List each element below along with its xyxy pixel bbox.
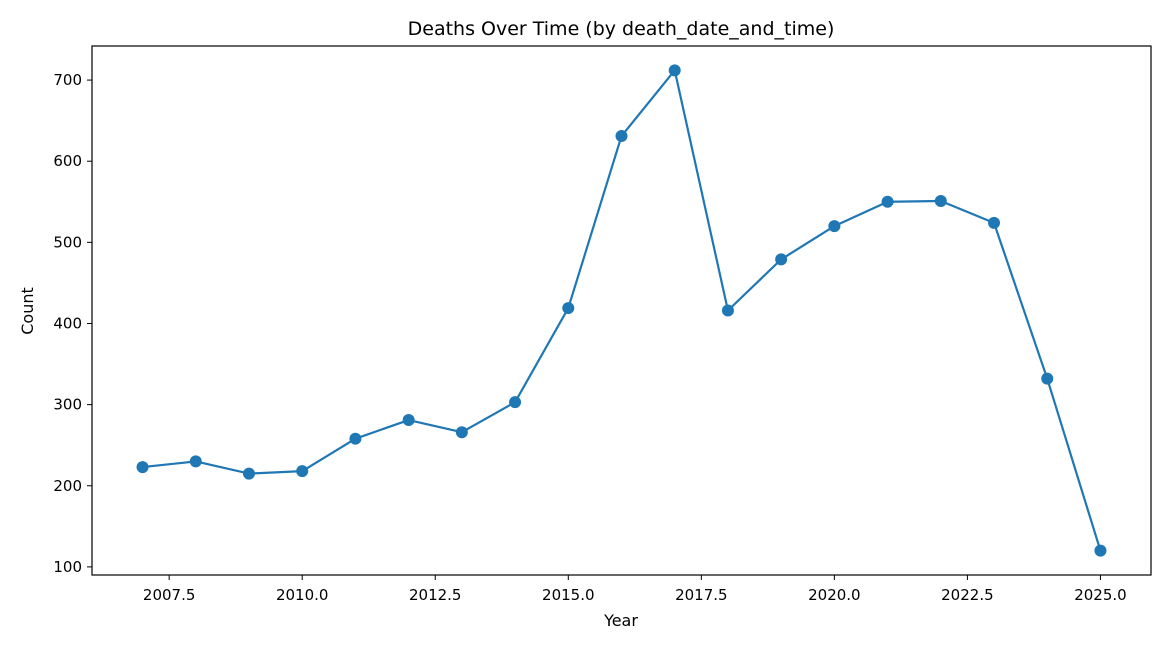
data-point [509,396,522,409]
x-tick-label: 2007.5 [143,586,196,604]
data-point [615,130,628,143]
data-point [988,216,1001,229]
data-point [136,461,149,474]
data-point [668,64,681,77]
data-point [455,426,468,439]
x-tick-label: 2020.0 [808,586,861,604]
data-point [296,465,309,478]
data-point [775,253,788,266]
data-point [721,304,734,317]
y-axis-label: Count [18,287,37,335]
x-tick-label: 2022.5 [941,586,994,604]
chart-title: Deaths Over Time (by death_date_and_time… [408,18,835,40]
y-tick-label: 600 [53,152,82,170]
series-layer [136,64,1107,557]
y-axis: 100 200 300 400 500 600 700 [53,71,92,576]
data-point [934,194,947,207]
y-tick-label: 300 [53,396,82,414]
y-tick-label: 500 [53,233,82,251]
x-tick-label: 2017.5 [675,586,728,604]
data-point [402,414,415,427]
x-tick-label: 2012.5 [409,586,462,604]
axes-frame [91,45,1152,576]
data-point [189,455,202,468]
data-point [1094,544,1107,557]
data-point [828,220,841,233]
y-tick-label: 400 [53,314,82,332]
data-point [562,302,575,315]
y-tick-label: 200 [53,477,82,495]
x-tick-label: 2010.0 [276,586,329,604]
data-point [242,467,255,480]
data-point [1041,372,1054,385]
x-tick-label: 2015.0 [542,586,595,604]
x-axis: 2007.5 2010.0 2012.5 2015.0 2017.5 2020.0 2022… [143,575,1127,604]
x-axis-label: Year [603,611,638,630]
y-tick-label: 100 [53,558,82,576]
x-tick-label: 2025.0 [1074,586,1127,604]
plot-area [91,45,1152,576]
y-tick-label: 700 [53,71,82,89]
data-point [881,195,894,208]
data-point [349,432,362,445]
